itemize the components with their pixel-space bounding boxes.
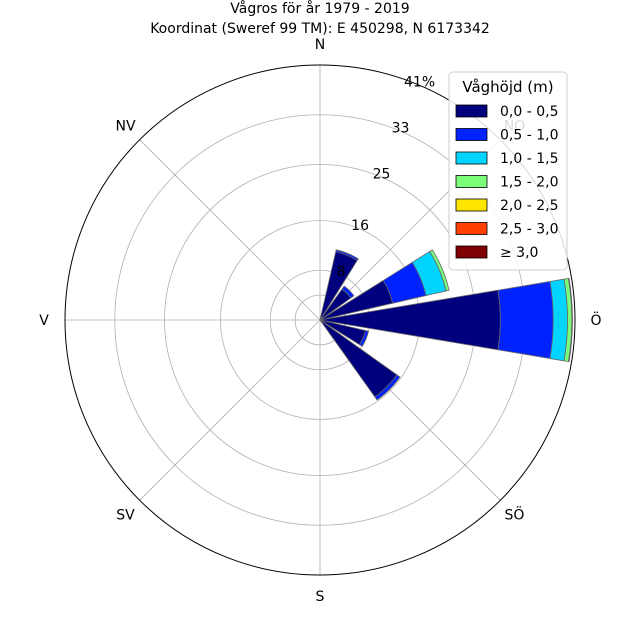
radial-tick-label: 25 bbox=[373, 166, 391, 182]
legend-label: 2,5 - 3,0 bbox=[500, 222, 558, 238]
grid-spoke bbox=[139, 139, 321, 321]
radial-tick-label: 41% bbox=[404, 74, 435, 90]
radial-tick-label: 16 bbox=[351, 218, 369, 234]
legend-swatch bbox=[455, 198, 488, 212]
legend-swatch bbox=[455, 175, 488, 188]
direction-label: NV bbox=[116, 119, 136, 135]
legend-swatch bbox=[455, 151, 488, 165]
legend-swatch bbox=[455, 222, 488, 235]
radial-tick-label: 33 bbox=[392, 120, 410, 136]
legend-label: ≥ 3,0 bbox=[500, 245, 538, 261]
outer-ring bbox=[64, 64, 576, 576]
direction-label: S bbox=[316, 589, 325, 605]
rose-wedge bbox=[497, 281, 554, 359]
direction-label: SV bbox=[116, 507, 135, 523]
radial-tick-label: 8 bbox=[337, 264, 346, 280]
legend-label: 1,0 - 1,5 bbox=[500, 151, 558, 167]
legend: Våghöjd (m) 0,0 - 0,5 0,5 - 1,0 1,0 - 1,5 1… bbox=[448, 71, 568, 271]
radial-tick-labels: 8 16 25 33 41% bbox=[337, 74, 436, 280]
direction-label: SÖ bbox=[505, 505, 525, 523]
rose-wedge bbox=[429, 249, 450, 292]
rose-wedge bbox=[359, 330, 369, 347]
legend-swatch bbox=[455, 245, 488, 259]
legend-label: 0,5 - 1,0 bbox=[500, 128, 558, 144]
legend-title: Våghöjd (m) bbox=[462, 78, 553, 96]
rose-wedge bbox=[567, 277, 573, 363]
legend-swatch bbox=[455, 104, 488, 118]
legend-swatch bbox=[455, 128, 488, 141]
rose-wedge bbox=[374, 374, 401, 401]
direction-label: N bbox=[315, 37, 325, 53]
rose-wedges bbox=[319, 249, 573, 401]
chart-title: Vågros för år 1979 - 2019 bbox=[230, 0, 409, 17]
chart-subtitle: Koordinat (Sweref 99 TM): E 450298, N 61… bbox=[150, 21, 490, 37]
direction-label: V bbox=[39, 313, 49, 329]
direction-label: Ö bbox=[590, 311, 601, 329]
legend-label: 2,0 - 2,5 bbox=[500, 198, 558, 214]
legend-label: 1,5 - 2,0 bbox=[500, 175, 558, 191]
legend-label: 0,0 - 0,5 bbox=[500, 104, 558, 120]
rose-wedge bbox=[335, 249, 359, 261]
grid-spoke bbox=[139, 319, 321, 501]
legend-frame bbox=[448, 71, 568, 271]
rose-wedge bbox=[341, 285, 355, 299]
